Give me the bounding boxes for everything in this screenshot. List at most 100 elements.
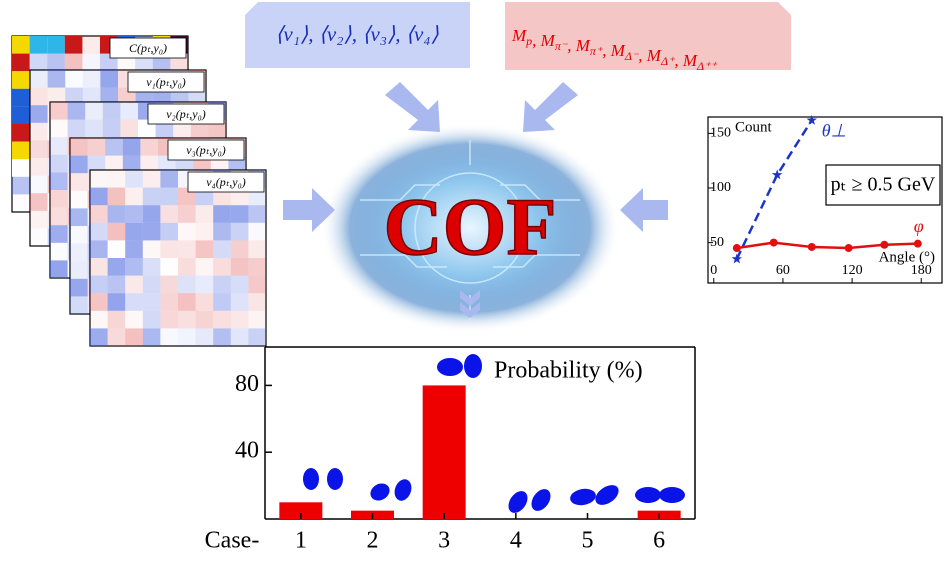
heatmap-label: v₁(pₜ,y₀) xyxy=(146,75,186,89)
heatmap-cell xyxy=(12,124,30,142)
heatmap-cell xyxy=(108,223,126,241)
bar xyxy=(423,385,466,519)
x-tick-label: 180 xyxy=(911,263,932,278)
heatmap-cell xyxy=(90,293,108,311)
heatmap-cell xyxy=(160,170,178,188)
heatmap-cell xyxy=(213,276,231,294)
heatmap-cell xyxy=(213,258,231,276)
heatmap-cell xyxy=(178,223,196,241)
y-tick-label: 40 xyxy=(235,438,259,464)
cof-label: COF xyxy=(383,181,556,272)
heatmap-cell xyxy=(90,276,108,294)
heatmap-cell xyxy=(248,328,266,346)
heatmap-cell xyxy=(143,276,161,294)
heatmap-cell xyxy=(108,311,126,329)
heatmap-cell xyxy=(30,88,48,106)
mass-symbol: M xyxy=(610,41,626,60)
circle-marker xyxy=(914,240,922,248)
x-tick-label: 4 xyxy=(510,528,522,554)
mass-separator: , xyxy=(532,31,541,50)
heatmap-cell xyxy=(231,223,249,241)
heatmap-cell xyxy=(30,158,48,176)
heatmap-cell xyxy=(143,170,161,188)
heatmap-cell xyxy=(125,240,143,258)
heatmap-cell xyxy=(160,328,178,346)
heatmap-cell xyxy=(70,156,88,174)
heatmap-cell xyxy=(143,328,161,346)
heatmap-cell xyxy=(50,102,68,120)
heatmap-cell xyxy=(231,293,249,311)
heatmap-cell xyxy=(178,293,196,311)
heatmap-cell xyxy=(48,70,66,88)
heatmap-cell xyxy=(248,223,266,241)
heatmap-cell xyxy=(70,226,88,244)
mass-symbol: M xyxy=(646,46,662,65)
heatmap-cell xyxy=(82,36,100,54)
heatmap-cell xyxy=(196,223,214,241)
heatmap-cell xyxy=(143,188,161,206)
heatmap-cell xyxy=(50,208,68,226)
heatmap-cell xyxy=(90,223,108,241)
heatmap-cell xyxy=(47,54,65,72)
heatmap-cell xyxy=(70,173,88,191)
heatmap-cell xyxy=(108,188,126,206)
circle-marker xyxy=(770,239,778,247)
heatmap-cell xyxy=(108,170,126,188)
heatmap-cell xyxy=(12,71,30,89)
heatmap-cell xyxy=(90,205,108,223)
heatmap-cell xyxy=(248,258,266,276)
heatmap-cell xyxy=(160,276,178,294)
circle-marker xyxy=(845,244,853,252)
heatmap-cell xyxy=(231,205,249,223)
mass-symbol: M xyxy=(511,26,527,45)
circle-marker xyxy=(808,243,816,251)
x-tick-label: 5 xyxy=(582,528,594,554)
heatmap-cell xyxy=(143,240,161,258)
heatmap-cell xyxy=(125,276,143,294)
heatmap-cell xyxy=(30,123,48,141)
heatmap-cell xyxy=(125,188,143,206)
heatmap-label: C(pₜ,y₀) xyxy=(129,41,167,55)
heatmap-cell xyxy=(143,223,161,241)
heatmap-cell xyxy=(123,138,141,156)
circle-marker xyxy=(733,244,741,252)
x-tick-label: 60 xyxy=(776,263,790,278)
flow-text: ⟨v₁⟩, ⟨v₂⟩, ⟨v₃⟩, ⟨v₄⟩ xyxy=(275,22,439,46)
heatmap-cell xyxy=(70,279,88,297)
heatmap-cell xyxy=(50,120,68,138)
heatmap-cell xyxy=(30,105,48,123)
heatmap-cell xyxy=(213,311,231,329)
heatmap-cell xyxy=(196,205,214,223)
heatmap-cell xyxy=(70,191,88,209)
heatmap-cell xyxy=(90,258,108,276)
heatmap-cell xyxy=(125,311,143,329)
heatmap-cell xyxy=(125,328,143,346)
heatmap-cell xyxy=(196,240,214,258)
heatmap-cell xyxy=(108,240,126,258)
mass-symbol: M xyxy=(540,31,556,50)
heatmap-cell xyxy=(248,205,266,223)
heatmap-cell xyxy=(30,211,48,229)
heatmap-cell xyxy=(65,70,83,88)
heatmap-cell xyxy=(70,138,88,156)
heatmap-cell xyxy=(231,276,249,294)
heatmap-cell xyxy=(70,244,88,262)
y-axis-label: Probability (%) xyxy=(494,358,643,384)
heatmap-cell xyxy=(213,293,231,311)
heatmap-cell xyxy=(12,54,30,72)
heatmap-cell xyxy=(30,228,48,246)
heatmap-cell xyxy=(160,311,178,329)
heatmap-cell xyxy=(143,205,161,223)
heatmap-cell xyxy=(30,193,48,211)
heatmap-cell xyxy=(160,293,178,311)
heatmap-cell xyxy=(231,328,249,346)
x-tick-label: 3 xyxy=(438,528,450,554)
heatmap-cell xyxy=(90,311,108,329)
heatmap-cell xyxy=(140,138,158,156)
heatmap-cell xyxy=(248,240,266,258)
mass-symbol: M xyxy=(682,51,698,70)
heatmap-cell xyxy=(85,102,103,120)
mass-subscript: p xyxy=(525,34,532,48)
heatmap-cell xyxy=(12,142,30,160)
heatmap-cell xyxy=(143,258,161,276)
